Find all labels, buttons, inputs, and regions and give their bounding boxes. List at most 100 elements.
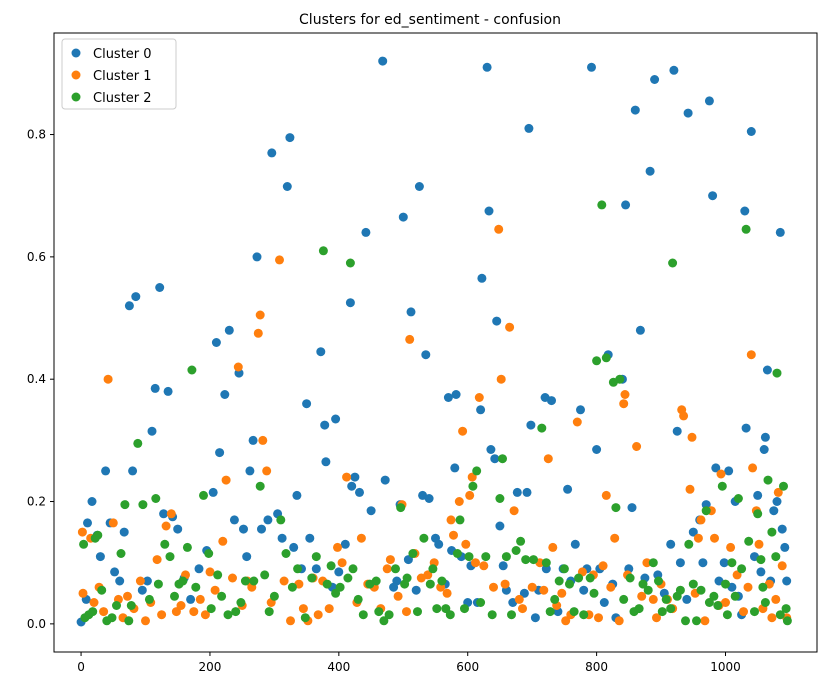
data-point bbox=[321, 457, 331, 467]
data-point bbox=[119, 527, 129, 537]
data-point bbox=[489, 582, 498, 592]
data-point bbox=[767, 527, 777, 537]
data-point bbox=[443, 393, 453, 402]
data-point bbox=[643, 585, 653, 595]
data-point bbox=[195, 594, 205, 604]
data-point bbox=[137, 585, 147, 595]
data-point bbox=[262, 466, 272, 476]
data-point bbox=[693, 533, 703, 543]
data-point bbox=[300, 613, 310, 623]
data-point bbox=[413, 607, 422, 617]
data-point bbox=[393, 591, 403, 601]
data-point bbox=[753, 509, 763, 519]
data-point bbox=[769, 506, 779, 516]
data-point bbox=[524, 123, 534, 133]
data-point bbox=[743, 582, 753, 592]
y-tick-label: 0.0 bbox=[27, 617, 46, 631]
data-point bbox=[287, 582, 297, 592]
data-point bbox=[576, 405, 585, 415]
data-point bbox=[476, 405, 486, 415]
data-point bbox=[476, 598, 486, 607]
data-point bbox=[710, 533, 719, 543]
data-point bbox=[726, 542, 736, 552]
data-point bbox=[601, 353, 611, 363]
data-point bbox=[411, 585, 421, 595]
data-point bbox=[210, 585, 220, 595]
y-tick-label: 0.8 bbox=[27, 128, 46, 142]
data-point bbox=[634, 604, 644, 614]
data-point bbox=[115, 576, 125, 586]
data-point bbox=[380, 475, 390, 485]
data-point bbox=[285, 133, 295, 143]
data-point bbox=[484, 206, 494, 216]
data-point bbox=[611, 503, 621, 513]
data-point bbox=[255, 310, 265, 320]
data-point bbox=[701, 506, 711, 516]
data-point bbox=[450, 463, 460, 473]
data-point bbox=[347, 481, 357, 491]
data-point bbox=[343, 573, 353, 583]
data-point bbox=[537, 423, 547, 433]
data-point bbox=[108, 518, 118, 528]
data-point bbox=[79, 539, 89, 549]
data-point bbox=[740, 206, 750, 216]
data-point bbox=[563, 484, 573, 494]
data-point bbox=[516, 536, 526, 546]
data-point bbox=[432, 604, 442, 614]
data-point bbox=[252, 252, 262, 262]
data-point bbox=[775, 227, 785, 237]
data-point bbox=[668, 258, 678, 268]
y-axis: 0.0 0.2 0.4 0.6 0.8 bbox=[27, 128, 54, 631]
data-point bbox=[620, 390, 630, 399]
data-point bbox=[645, 166, 655, 176]
data-point bbox=[275, 255, 284, 265]
data-point bbox=[741, 423, 751, 433]
data-point bbox=[610, 533, 620, 543]
data-point bbox=[688, 579, 698, 589]
data-point bbox=[107, 613, 117, 623]
data-point bbox=[614, 616, 624, 626]
data-point bbox=[318, 246, 328, 256]
data-point bbox=[141, 616, 150, 626]
legend-label: Cluster 2 bbox=[93, 91, 152, 106]
data-point bbox=[402, 573, 412, 583]
data-point bbox=[472, 466, 482, 476]
data-point bbox=[293, 564, 303, 574]
data-point bbox=[163, 386, 173, 396]
data-point bbox=[419, 533, 429, 543]
data-point bbox=[498, 561, 508, 571]
data-point bbox=[199, 490, 208, 500]
plot-frame bbox=[53, 32, 818, 653]
data-point bbox=[759, 445, 769, 454]
data-point bbox=[408, 549, 418, 558]
legend-marker bbox=[71, 70, 81, 80]
data-point bbox=[87, 497, 97, 506]
data-point bbox=[240, 576, 250, 586]
data-point bbox=[446, 515, 456, 525]
data-point bbox=[529, 555, 538, 565]
data-point bbox=[779, 481, 788, 491]
data-point bbox=[594, 613, 603, 623]
data-point bbox=[307, 573, 317, 583]
data-point bbox=[652, 613, 661, 623]
data-point bbox=[128, 466, 138, 476]
data-point bbox=[151, 494, 161, 503]
data-point bbox=[642, 558, 652, 568]
data-point bbox=[385, 555, 395, 565]
data-point bbox=[619, 399, 629, 409]
data-point bbox=[782, 616, 792, 626]
data-point bbox=[570, 539, 580, 549]
data-point bbox=[116, 549, 126, 558]
data-point bbox=[746, 127, 756, 136]
x-tick-label: 0 bbox=[77, 660, 85, 674]
data-point bbox=[679, 411, 689, 421]
data-point bbox=[685, 484, 695, 494]
data-point bbox=[110, 567, 120, 577]
data-point bbox=[657, 607, 667, 617]
series-cluster-2 bbox=[79, 200, 792, 626]
data-point bbox=[286, 616, 295, 626]
data-point bbox=[221, 475, 231, 485]
data-point bbox=[557, 588, 567, 598]
data-point bbox=[378, 56, 388, 66]
data-point bbox=[326, 561, 336, 571]
